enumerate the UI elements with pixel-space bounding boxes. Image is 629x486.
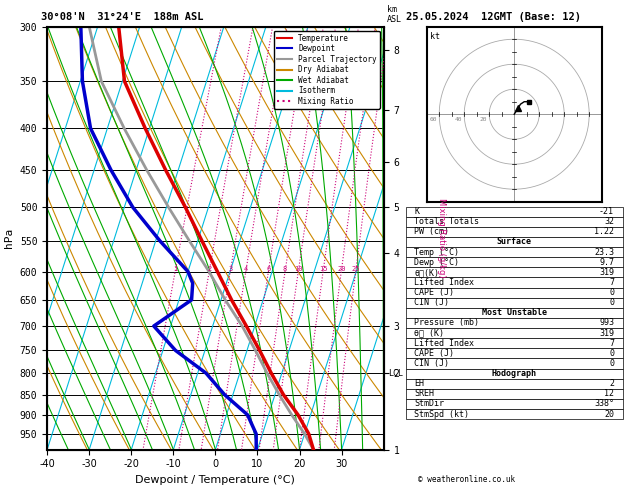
Text: 10: 10 <box>294 265 303 272</box>
Text: © weatheronline.co.uk: © weatheronline.co.uk <box>418 474 515 484</box>
Text: 0: 0 <box>609 359 614 368</box>
Bar <box>406 358 623 368</box>
Text: 20: 20 <box>604 410 614 418</box>
Text: 60: 60 <box>429 117 437 122</box>
Text: km
ASL: km ASL <box>387 5 402 24</box>
Text: StmSpd (kt): StmSpd (kt) <box>415 410 469 418</box>
Text: 9.7: 9.7 <box>599 258 614 267</box>
Bar <box>406 308 623 318</box>
Text: PW (cm): PW (cm) <box>415 227 449 236</box>
Bar <box>406 318 623 328</box>
Bar <box>406 207 623 217</box>
Text: 2: 2 <box>207 265 211 272</box>
Text: 15: 15 <box>319 265 327 272</box>
Bar <box>406 247 623 257</box>
Text: 319: 319 <box>599 329 614 338</box>
Text: 1: 1 <box>173 265 177 272</box>
Text: CAPE (J): CAPE (J) <box>415 288 454 297</box>
Bar <box>406 288 623 297</box>
Text: Most Unstable: Most Unstable <box>482 308 547 317</box>
Text: Temp (°C): Temp (°C) <box>415 247 459 257</box>
Text: 7: 7 <box>609 278 614 287</box>
Bar <box>406 297 623 308</box>
Text: θᴄ (K): θᴄ (K) <box>415 329 444 338</box>
Text: 1.22: 1.22 <box>594 227 614 236</box>
Bar <box>406 257 623 267</box>
Bar <box>406 237 623 247</box>
Text: 4: 4 <box>243 265 248 272</box>
Text: 40: 40 <box>454 117 462 122</box>
Text: 319: 319 <box>599 268 614 277</box>
Bar <box>406 348 623 358</box>
Text: 3: 3 <box>228 265 232 272</box>
Text: 993: 993 <box>599 318 614 328</box>
Text: 0: 0 <box>609 288 614 297</box>
Text: Pressure (mb): Pressure (mb) <box>415 318 479 328</box>
Text: 8: 8 <box>283 265 287 272</box>
Text: 25: 25 <box>352 265 360 272</box>
Text: LCL: LCL <box>388 369 403 378</box>
Text: 2: 2 <box>609 379 614 388</box>
Text: 25.05.2024  12GMT (Base: 12): 25.05.2024 12GMT (Base: 12) <box>406 12 581 22</box>
Bar <box>406 399 623 409</box>
Text: 0: 0 <box>609 349 614 358</box>
Text: CAPE (J): CAPE (J) <box>415 349 454 358</box>
Text: Surface: Surface <box>497 238 532 246</box>
Text: kt: kt <box>430 32 440 41</box>
Text: SREH: SREH <box>415 389 435 399</box>
Text: Lifted Index: Lifted Index <box>415 278 474 287</box>
Text: CIN (J): CIN (J) <box>415 298 449 307</box>
Legend: Temperature, Dewpoint, Parcel Trajectory, Dry Adiabat, Wet Adiabat, Isotherm, Mi: Temperature, Dewpoint, Parcel Trajectory… <box>274 31 380 109</box>
Text: K: K <box>415 207 420 216</box>
Bar <box>406 267 623 278</box>
Bar <box>406 338 623 348</box>
Text: Mixing Ratio (g/kg): Mixing Ratio (g/kg) <box>437 198 446 278</box>
Text: StmDir: StmDir <box>415 399 444 409</box>
X-axis label: Dewpoint / Temperature (°C): Dewpoint / Temperature (°C) <box>135 475 296 485</box>
Bar <box>406 368 623 379</box>
Bar <box>406 217 623 227</box>
Text: 0: 0 <box>609 298 614 307</box>
Text: CIN (J): CIN (J) <box>415 359 449 368</box>
Text: 32: 32 <box>604 217 614 226</box>
Text: Dewp (°C): Dewp (°C) <box>415 258 459 267</box>
Text: Hodograph: Hodograph <box>492 369 537 378</box>
Text: 6: 6 <box>266 265 270 272</box>
Text: Lifted Index: Lifted Index <box>415 339 474 348</box>
Text: 7: 7 <box>609 339 614 348</box>
Bar <box>406 227 623 237</box>
Text: Totals Totals: Totals Totals <box>415 217 479 226</box>
Text: 23.3: 23.3 <box>594 247 614 257</box>
Text: θᴄ(K): θᴄ(K) <box>415 268 440 277</box>
Text: 20: 20 <box>337 265 345 272</box>
Text: 30°08'N  31°24'E  188m ASL: 30°08'N 31°24'E 188m ASL <box>41 12 203 22</box>
Text: 338°: 338° <box>594 399 614 409</box>
Bar <box>406 379 623 389</box>
Text: EH: EH <box>415 379 425 388</box>
Text: 12: 12 <box>604 389 614 399</box>
Text: 20: 20 <box>479 117 487 122</box>
Text: -21: -21 <box>599 207 614 216</box>
Bar <box>406 409 623 419</box>
Bar <box>406 328 623 338</box>
Bar <box>406 389 623 399</box>
Bar <box>406 278 623 288</box>
Y-axis label: hPa: hPa <box>4 228 14 248</box>
